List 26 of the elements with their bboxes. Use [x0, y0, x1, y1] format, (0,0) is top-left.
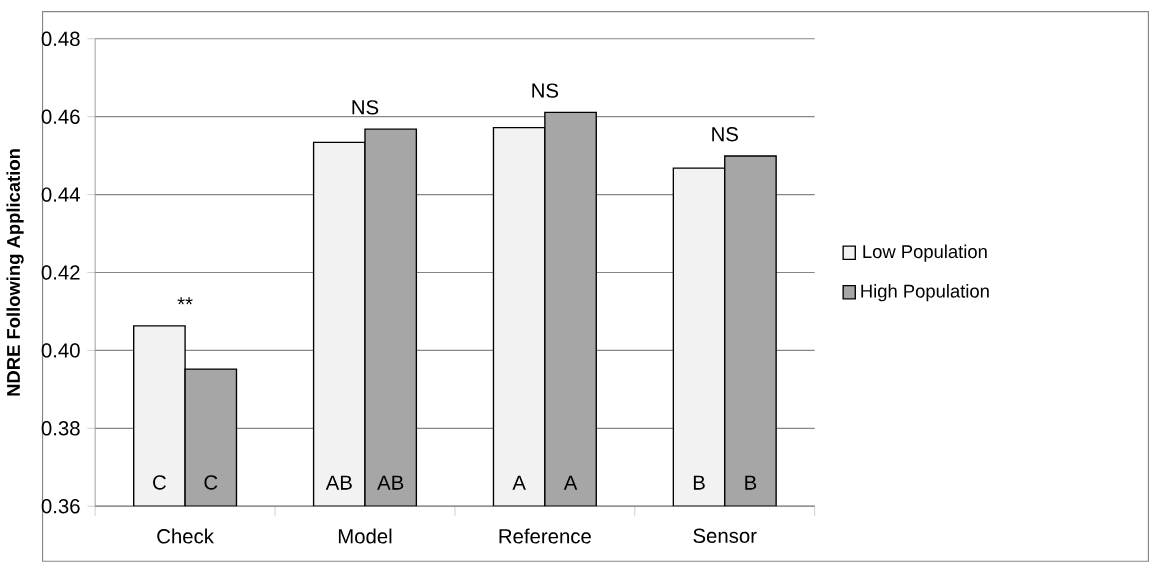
y-tick-label: 0.46: [41, 109, 80, 124]
data-label: C: [204, 475, 218, 490]
data-label: C: [153, 475, 166, 490]
data-label: B: [693, 475, 705, 490]
annotation: NS: [712, 126, 738, 142]
data-label: AB: [377, 475, 404, 490]
x-tick-label: Check: [157, 528, 214, 544]
data-label: AB: [325, 475, 352, 490]
y-tick-label: 0.48: [41, 31, 80, 46]
x-tick-label: Sensor: [693, 528, 757, 543]
y-tick-label: 0.40: [41, 342, 80, 358]
y-tick-label: 0.42: [41, 265, 80, 280]
annotation: NS: [532, 83, 559, 98]
annotation: NS: [352, 99, 379, 115]
legend-label: Low Population: [863, 244, 987, 262]
y-axis-title: NDRE Following Application: [6, 149, 24, 396]
y-tick-label: 0.38: [41, 420, 80, 436]
y-tick-label: 0.44: [41, 187, 80, 202]
y-tick-label: 0.36: [41, 498, 80, 514]
data-label: A: [563, 475, 578, 490]
annotation: **: [177, 297, 193, 305]
x-tick-label: Reference: [499, 528, 591, 544]
data-label: A: [512, 475, 526, 490]
legend-label: High Population: [861, 283, 989, 302]
data-label: B: [745, 475, 757, 490]
x-tick-label: Model: [338, 528, 392, 544]
